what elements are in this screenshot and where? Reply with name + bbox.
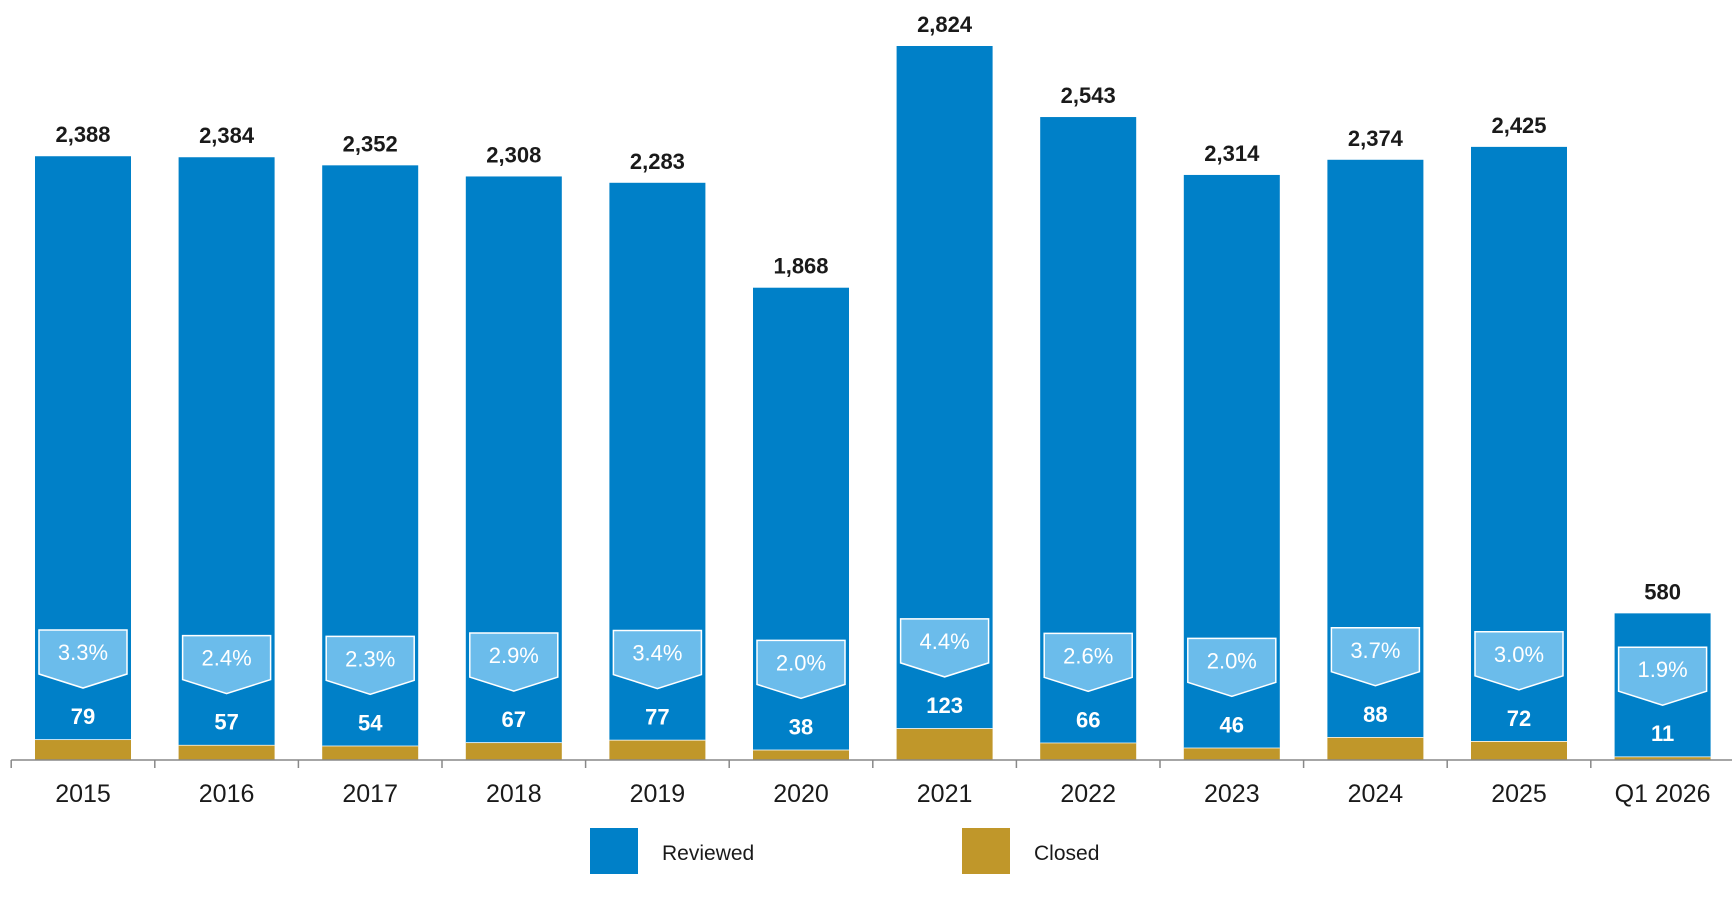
bar-closed (1471, 741, 1567, 760)
closed-value-label: 54 (358, 710, 383, 735)
bar-group-2016: 2,384 57 2.4% (178, 123, 275, 760)
percent-label: 3.7% (1350, 638, 1400, 663)
closed-value-label: 67 (502, 707, 526, 732)
bar-group-q1-2026: 580 11 1.9% (1614, 579, 1711, 760)
percent-callout (612, 629, 703, 690)
bar-closed (35, 740, 131, 760)
x-tick-label: Q1 2026 (1615, 780, 1711, 808)
total-label: 2,352 (343, 131, 398, 156)
bar-closed (465, 743, 562, 760)
bar-group-2018: 2,308 67 2.9% (465, 142, 562, 760)
total-label: 580 (1644, 579, 1681, 604)
x-tick-label: 2025 (1491, 780, 1547, 808)
x-tick-label: 2021 (917, 780, 973, 808)
bar-group-2015: 2,388 79 3.3% (35, 122, 131, 760)
legend-item-reviewed: Reviewed (590, 828, 754, 874)
x-tick-label: 2019 (630, 780, 686, 808)
legend-label: Closed (1034, 842, 1099, 865)
percent-callout (38, 629, 128, 689)
x-tick-label: 2022 (1060, 780, 1116, 808)
total-label: 2,425 (1491, 113, 1546, 138)
percent-label: 2.9% (489, 643, 539, 668)
percent-callout (1474, 631, 1564, 691)
total-label: 2,308 (486, 142, 541, 167)
total-label: 2,384 (199, 123, 255, 148)
legend: Reviewed Closed (590, 828, 1099, 874)
closed-value-label: 72 (1507, 706, 1531, 731)
total-label: 2,314 (1204, 141, 1260, 166)
bar-group-2017: 2,352 54 2.3% (322, 131, 419, 760)
closed-value-label: 123 (926, 693, 963, 718)
bar-closed (322, 746, 419, 760)
percent-callout (181, 634, 272, 695)
x-axis: 2015 2016 2017 2018 2019 2020 2021 2022 2023 2024… (10, 759, 1732, 808)
bar-closed (178, 745, 275, 760)
x-tick-label: 2024 (1348, 780, 1404, 808)
x-tick-label: 2017 (342, 780, 398, 808)
closed-value-label: 66 (1076, 707, 1100, 732)
bar-group-2025: 2,425 72 3.0% (1471, 113, 1567, 760)
legend-swatch (590, 828, 638, 874)
bar-closed (753, 750, 849, 760)
percent-label: 4.4% (920, 629, 970, 654)
total-label: 2,543 (1061, 83, 1116, 108)
bar-closed (609, 740, 706, 760)
x-tick-label: 2015 (55, 780, 111, 808)
percent-label: 2.3% (345, 646, 395, 671)
bar-group-2020: 1,868 38 2.0% (753, 254, 849, 760)
bar-closed (1327, 737, 1424, 760)
percent-callout (1617, 646, 1708, 707)
bar-closed (1183, 748, 1280, 760)
closed-value-label: 46 (1220, 712, 1244, 737)
closed-value-label: 11 (1651, 721, 1674, 746)
total-label: 2,283 (630, 149, 685, 174)
bar-group-2019: 2,283 77 3.4% (609, 149, 706, 760)
legend-label: Reviewed (662, 842, 754, 865)
x-tick-label: 2016 (199, 780, 255, 808)
total-label: 2,374 (1348, 126, 1404, 151)
percent-label: 3.0% (1494, 642, 1544, 667)
x-tick-label: 2023 (1204, 780, 1260, 808)
percent-label: 2.0% (776, 650, 826, 675)
percent-callout (1043, 632, 1133, 693)
closed-value-label: 88 (1363, 702, 1387, 727)
closed-value-label: 38 (789, 714, 813, 739)
legend-swatch (962, 828, 1010, 874)
percent-callout (1330, 627, 1421, 687)
percent-label: 2.0% (1207, 648, 1257, 673)
bar-group-2024: 2,374 88 3.7% (1327, 126, 1424, 760)
bar-reviewed (896, 46, 993, 729)
bar-closed (1040, 743, 1137, 760)
percent-callout (756, 639, 846, 700)
total-label: 2,824 (917, 12, 973, 37)
x-tick-label: 2018 (486, 780, 542, 808)
x-tick-label: 2020 (773, 780, 829, 808)
closed-value-label: 77 (645, 705, 669, 730)
percent-label: 2.6% (1063, 643, 1113, 668)
closed-value-label: 57 (214, 710, 238, 735)
percent-callout (469, 632, 559, 692)
bars-layer: 2,388 79 3.3% 2,384 57 2.4% 2,352 54 2.3% 2,308 67… (35, 12, 1711, 760)
bar-group-2021: 2,824 123 4.4% (896, 12, 993, 760)
percent-callout (325, 635, 415, 696)
bar-group-2023: 2,314 46 2.0% (1183, 141, 1280, 760)
total-label: 1,868 (773, 254, 828, 279)
percent-callout (1187, 637, 1277, 698)
total-label: 2,388 (55, 122, 110, 147)
legend-item-closed: Closed (962, 828, 1099, 874)
bar-closed (896, 728, 993, 760)
percent-label: 1.9% (1638, 657, 1688, 682)
percent-label: 3.4% (632, 641, 682, 666)
bar-closed (1614, 757, 1711, 760)
bar-group-2022: 2,543 66 2.6% (1040, 83, 1137, 760)
percent-label: 3.3% (58, 640, 108, 665)
closed-value-label: 79 (71, 704, 95, 729)
percent-label: 2.4% (202, 646, 252, 671)
percent-callout (899, 618, 990, 678)
